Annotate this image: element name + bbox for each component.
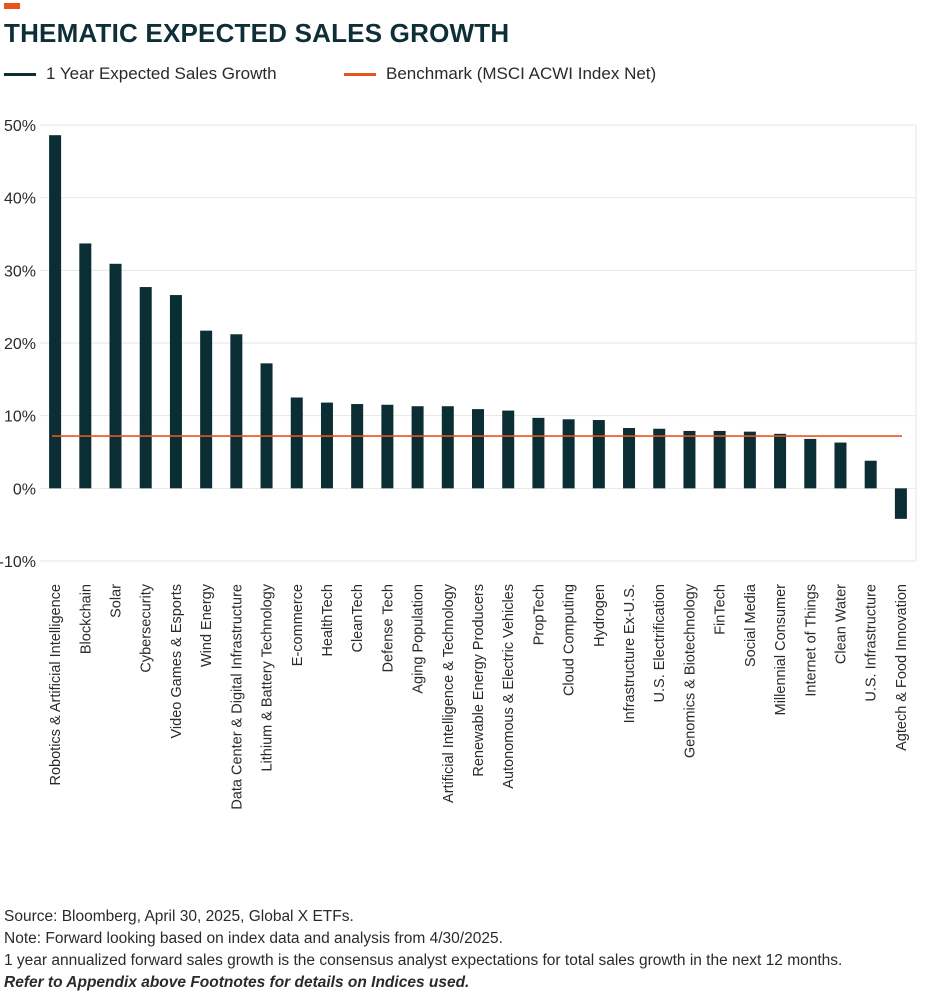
y-tick-label: 50% (4, 118, 36, 135)
x-tick-label: Agtech & Food Innovation (894, 584, 910, 751)
footer-source: Source: Bloomberg, April 30, 2025, Globa… (4, 908, 354, 925)
x-tick-label: Cloud Computing (562, 584, 578, 696)
footer-definition: 1 year annualized forward sales growth i… (4, 952, 843, 969)
bar (653, 428, 666, 489)
bar (683, 430, 696, 489)
x-tick-label: Autonomous & Electric Vehicles (501, 584, 517, 789)
bar (169, 295, 182, 489)
x-tick-label: PropTech (531, 584, 547, 645)
bar (834, 442, 847, 489)
x-tick-label: HealthTech (320, 584, 336, 657)
accent-bar (4, 3, 20, 9)
x-tick-label: CleanTech (350, 584, 366, 653)
x-tick-label: Social Media (743, 583, 759, 667)
footer-note: Note: Forward looking based on index dat… (4, 930, 503, 947)
x-tick-label: Lithium & Battery Technology (260, 583, 276, 771)
x-tick-label: U.S. Infrastructure (864, 584, 880, 702)
bar (139, 287, 152, 489)
bar (804, 438, 817, 489)
bar (894, 488, 907, 519)
bar (623, 428, 636, 489)
bar (441, 406, 454, 489)
bar (260, 363, 273, 489)
bar (743, 431, 756, 489)
x-tick-label: Video Games & Esports (169, 584, 185, 738)
x-tick-label: Cybersecurity (139, 583, 155, 672)
bar (49, 135, 62, 489)
legend-item-sales-growth: 1 Year Expected Sales Growth (4, 64, 277, 84)
y-tick-label: 10% (4, 409, 36, 426)
legend-swatch-benchmark (344, 72, 376, 76)
y-tick-label: 0% (13, 481, 36, 498)
x-tick-label: Robotics & Artificial Intelligence (48, 584, 64, 786)
x-tick-label: Clean Water (833, 584, 849, 664)
x-tick-label: Data Center & Digital Infrastructure (229, 584, 245, 810)
x-tick-label: Wind Energy (199, 583, 215, 667)
x-tick-label: Internet of Things (803, 584, 819, 697)
x-tick-label: Blockchain (78, 584, 94, 654)
legend-swatch-sales-growth (4, 72, 36, 76)
y-tick-label: 40% (4, 191, 36, 208)
footer-reference: Refer to Appendix above Footnotes for de… (4, 974, 470, 991)
x-tick-label: Artificial Intelligence & Technology (441, 583, 457, 803)
bar (79, 243, 92, 489)
bar (713, 430, 726, 489)
x-tick-label: Solar (109, 584, 125, 618)
x-tick-label: Infrastructure Ex-U.S. (622, 584, 638, 723)
bar (200, 330, 213, 489)
x-tick-label: E-commerce (290, 584, 306, 666)
legend-label-benchmark: Benchmark (MSCI ACWI Index Net) (386, 64, 657, 83)
y-tick-label: -10% (0, 554, 36, 571)
bar (320, 402, 333, 489)
x-tick-label: Renewable Energy Producers (471, 584, 487, 777)
x-tick-label: Millennial Consumer (773, 584, 789, 716)
x-tick-label: Aging Population (411, 584, 427, 694)
bar (109, 263, 122, 489)
bar (502, 410, 515, 489)
bar (381, 404, 394, 489)
x-tick-label: Defense Tech (380, 584, 396, 672)
footer: Source: Bloomberg, April 30, 2025, Globa… (4, 906, 842, 994)
bar (864, 460, 877, 489)
legend-item-benchmark: Benchmark (MSCI ACWI Index Net) (344, 64, 656, 84)
bar (774, 433, 787, 489)
bar (472, 409, 484, 489)
x-tick-label: Genomics & Biotechnology (682, 583, 698, 758)
x-tick-label: U.S. Electrification (652, 584, 668, 702)
x-tick-label: Hydrogen (592, 584, 608, 647)
y-tick-label: 20% (4, 336, 36, 353)
bar-chart: 50% 40% 30% 20% 10% 0% -10% Robotics & Artifici… (0, 118, 917, 810)
bar (351, 404, 364, 489)
bar (592, 420, 605, 489)
y-tick-label: 30% (4, 263, 36, 280)
bar (562, 419, 575, 489)
bar (230, 334, 243, 489)
bar (532, 417, 545, 489)
x-tick-label: FinTech (713, 584, 729, 635)
bar (411, 406, 424, 489)
bar (290, 397, 303, 489)
legend-label-sales-growth: 1 Year Expected Sales Growth (46, 64, 277, 83)
chart-title: THEMATIC EXPECTED SALES GROWTH (4, 18, 510, 48)
